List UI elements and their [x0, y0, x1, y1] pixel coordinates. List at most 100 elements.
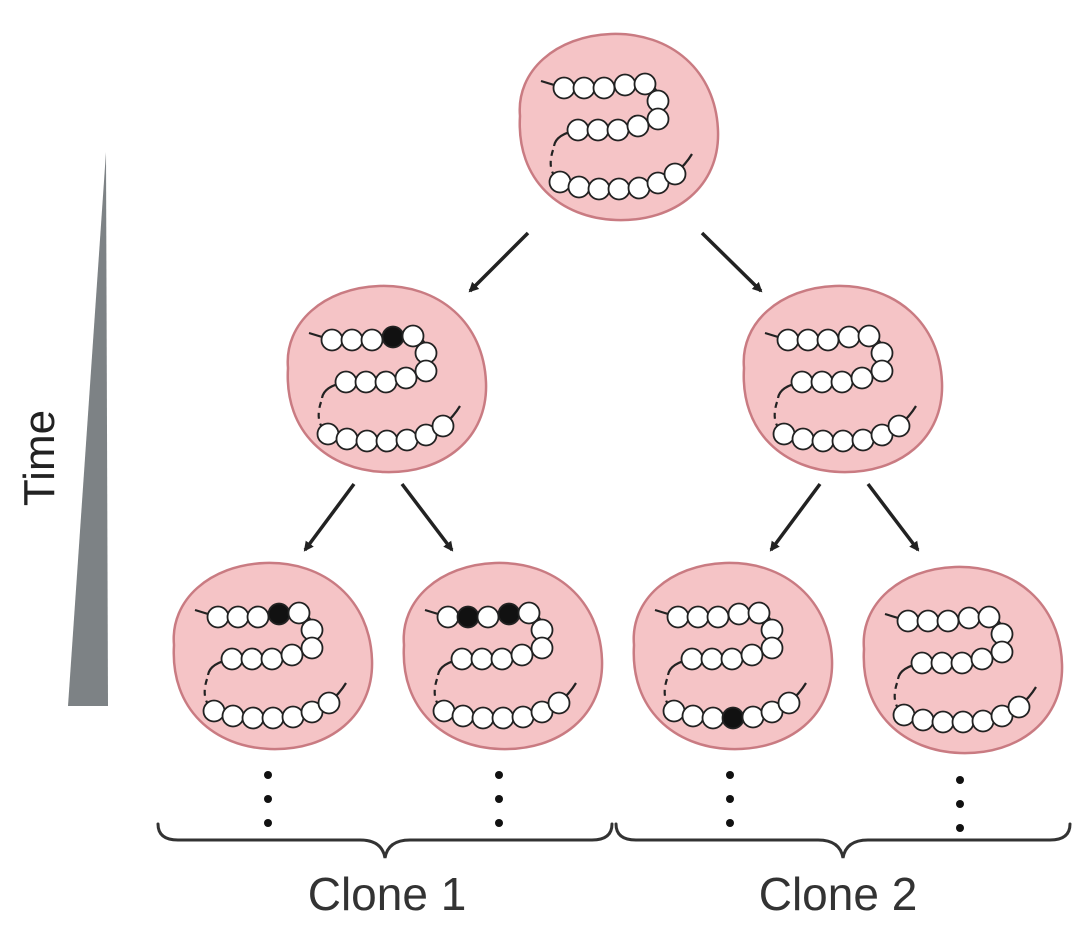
nucleosome-bead: [220, 647, 244, 671]
nucleosome-bead: [790, 370, 814, 394]
nucleosome-bead: [202, 699, 226, 723]
nucleosome-bead: [414, 359, 438, 383]
nucleosome-bead: [662, 699, 686, 723]
nucleosome-bead: [401, 324, 425, 348]
nucleosome-bead: [681, 704, 705, 728]
brace-clone-2: [614, 822, 1072, 859]
nucleosome-bead: [510, 643, 534, 667]
nucleosome-bead: [354, 370, 378, 394]
nucleosome-bead: [810, 370, 834, 394]
arrow-right-to-clone2-a: [769, 482, 822, 552]
nucleosome-bead: [951, 710, 975, 734]
nucleosome-bead: [727, 602, 751, 626]
nucleosome-bead: [606, 118, 630, 142]
ellipsis-clone2-b: [956, 776, 964, 832]
nucleosome-bead: [395, 428, 419, 452]
nucleosome-bead: [280, 643, 304, 667]
nucleosome-bead: [335, 427, 359, 451]
cell-gen2-clone1-b: [402, 561, 604, 751]
cell-gen2-clone1-a: [172, 561, 374, 751]
nucleosome-bead: [300, 636, 324, 660]
nucleosome-bead: [517, 601, 541, 625]
nucleosome-bead: [240, 647, 264, 671]
nucleosome-bead: [680, 647, 704, 671]
nucleosome-bead: [896, 609, 920, 633]
nucleosome-bead: [451, 704, 475, 728]
nucleosome-bead: [686, 605, 710, 629]
nucleosome-bead: [566, 118, 590, 142]
chromosome-gap: [549, 149, 561, 183]
nucleosome-bead: [241, 706, 265, 730]
nucleosome-bead: [857, 324, 881, 348]
cell-gen2-clone2-a: [632, 561, 834, 751]
nucleosome-bead: [720, 647, 744, 671]
nucleosome-bead: [990, 640, 1014, 664]
nucleosome-bead: [374, 370, 398, 394]
nucleosome-bead: [850, 366, 874, 390]
nucleosome-bead: [567, 175, 591, 199]
nucleosome-bead: [206, 605, 230, 629]
nucleosome-bead: [491, 706, 515, 730]
nucleosome-bead: [334, 370, 358, 394]
nucleosome-bead: [530, 636, 554, 660]
nucleosome-bead: [470, 647, 494, 671]
mutation-bead: [721, 706, 745, 730]
nucleosome-bead: [911, 708, 935, 732]
nucleosome-bead: [706, 605, 730, 629]
arrow-root-to-left: [468, 231, 530, 293]
nucleosome-bead: [476, 605, 500, 629]
nucleosome-bead: [701, 706, 725, 730]
nucleosome-bead: [587, 177, 611, 201]
nucleosome-bead: [360, 328, 384, 352]
continuation-dots: [264, 771, 964, 832]
nucleosome-bead: [548, 170, 572, 194]
nucleosome-bead: [851, 428, 875, 452]
lineage-arrows: [303, 231, 920, 552]
nucleosome-bead: [887, 414, 911, 438]
nucleosome-bead: [971, 709, 995, 733]
nucleosome-bead: [760, 636, 784, 660]
arrow-left-to-clone1-b: [400, 482, 454, 552]
nucleosome-bead: [700, 647, 724, 671]
mutation-bead: [267, 602, 291, 626]
brace-clone-1: [156, 822, 614, 859]
chromosome-gap: [433, 678, 445, 712]
nucleosome-bead: [246, 605, 270, 629]
nucleosome-bead: [436, 605, 460, 629]
nucleosome-bead: [930, 651, 954, 675]
chromosome-gap: [663, 678, 675, 712]
nucleosome-bead: [552, 76, 576, 100]
nucleosome-bead: [796, 328, 820, 352]
nucleosome-bead: [375, 429, 399, 453]
chromosome-gap: [203, 678, 215, 712]
clone-2-label: Clone 2: [759, 868, 918, 920]
nucleosome-bead: [666, 605, 690, 629]
arrow-right-to-clone2-b: [866, 482, 920, 552]
mutation-bead: [456, 605, 480, 629]
nucleosome-bead: [287, 601, 311, 625]
chromosome-gap: [317, 401, 329, 435]
nucleosome-bead: [221, 704, 245, 728]
nucleosome-bead: [837, 325, 861, 349]
nucleosome-bead: [916, 609, 940, 633]
ellipsis-clone1-b: [495, 771, 503, 827]
nucleosome-bead: [1007, 695, 1031, 719]
clone-1-label: Clone 1: [308, 868, 467, 920]
nucleosome-bead: [740, 643, 764, 667]
nucleosome-bead: [261, 706, 285, 730]
time-axis-label: Time: [15, 410, 64, 506]
nucleosome-bead: [547, 691, 571, 715]
nucleosome-bead: [663, 162, 687, 186]
nucleosome-bead: [830, 370, 854, 394]
nucleosome-bead: [592, 76, 616, 100]
nucleosome-bead: [776, 328, 800, 352]
nucleosome-bead: [607, 177, 631, 201]
nucleosome-bead: [977, 605, 1001, 629]
nucleosome-bead: [870, 359, 894, 383]
nucleosome-bead: [613, 73, 637, 97]
nucleosome-bead: [626, 114, 650, 138]
cells-layer: [172, 32, 1064, 755]
nucleosome-bead: [741, 705, 765, 729]
cell-root: [518, 32, 720, 222]
